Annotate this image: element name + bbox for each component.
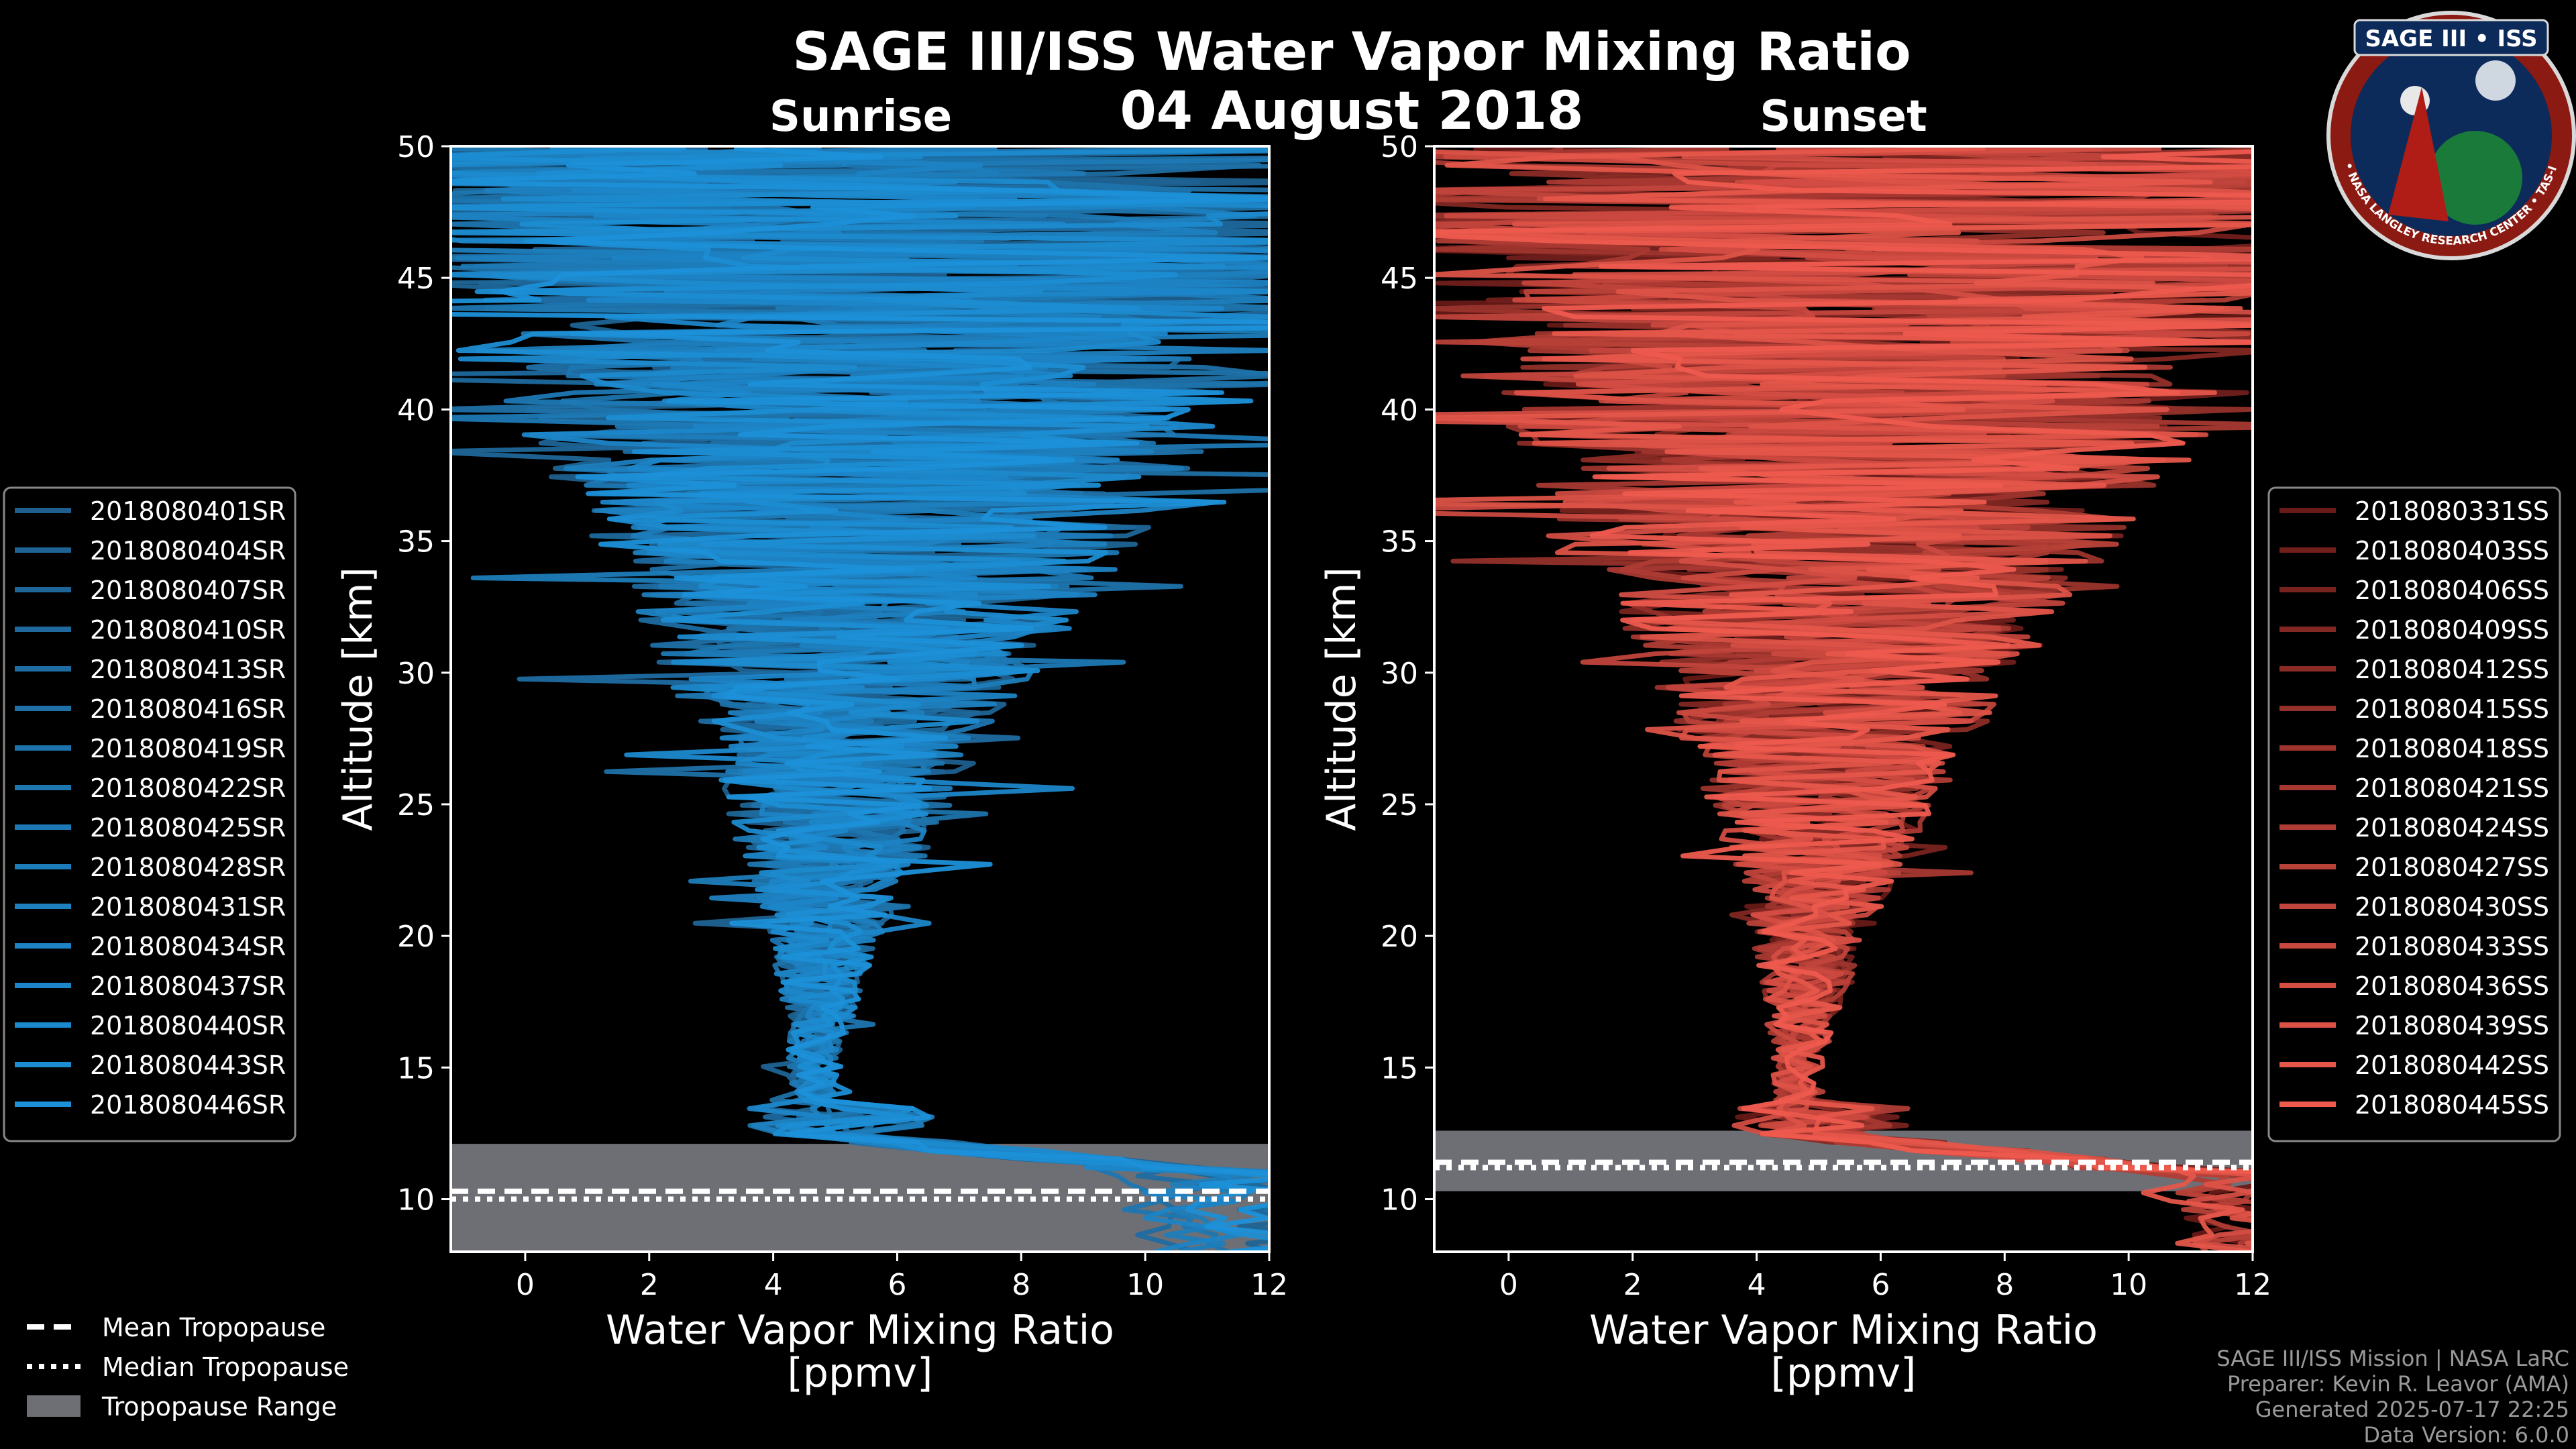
profile-line bbox=[1434, 149, 2253, 1175]
x-tick-label: 4 bbox=[764, 1268, 783, 1302]
y-tick-label: 25 bbox=[1381, 788, 1418, 822]
x-tick-label: 10 bbox=[2110, 1268, 2147, 1302]
y-tick-label: 25 bbox=[397, 788, 435, 822]
legend-label: 2018080425SR bbox=[90, 813, 286, 843]
y-axis-label: Altitude [km] bbox=[1318, 567, 1365, 831]
y-tick-label: 20 bbox=[397, 920, 435, 954]
x-tick-label: 10 bbox=[1126, 1268, 1164, 1302]
credit-line: Preparer: Kevin R. Leavor (AMA) bbox=[2227, 1371, 2569, 1397]
tropopause-legend: Mean Tropopause Median Tropopause Tropop… bbox=[27, 1313, 349, 1421]
x-tick-label: 0 bbox=[516, 1268, 535, 1302]
x-tick-label: 0 bbox=[1499, 1268, 1518, 1302]
credits: SAGE III/ISS Mission | NASA LaRC Prepare… bbox=[2216, 1346, 2569, 1448]
legend-label: 2018080446SR bbox=[90, 1090, 286, 1120]
legend-label: 2018080445SS bbox=[2355, 1090, 2549, 1120]
plot-frame bbox=[1433, 145, 2254, 1253]
mean-tropopause-label: Mean Tropopause bbox=[102, 1313, 325, 1342]
y-tick-label: 30 bbox=[397, 657, 435, 691]
legend-label: 2018080404SR bbox=[90, 536, 286, 566]
panel-title: Sunset bbox=[1760, 92, 1927, 142]
series-legend: 2018080331SS 2018080403SS 2018080406SS 2018… bbox=[2267, 486, 2561, 1142]
y-tick-label: 45 bbox=[1381, 262, 1418, 296]
legend-label: 2018080430SS bbox=[2355, 892, 2549, 922]
legend-label: 2018080427SS bbox=[2355, 853, 2549, 882]
panel-title: Sunrise bbox=[769, 92, 952, 142]
credit-line: Data Version: 6.0.0 bbox=[2363, 1422, 2569, 1448]
legend-label: 2018080406SS bbox=[2355, 576, 2549, 605]
y-tick-label: 10 bbox=[397, 1183, 435, 1218]
legend-label: 2018080443SR bbox=[90, 1051, 286, 1080]
credit-line: Generated 2025-07-17 22:25 bbox=[2255, 1397, 2569, 1422]
y-tick-label: 30 bbox=[1381, 657, 1418, 691]
legend-label: 2018080428SR bbox=[90, 853, 286, 882]
legend-label: 2018080419SR bbox=[90, 734, 286, 763]
chart-title: SAGE III/ISS Water Vapor Mixing Ratio bbox=[792, 22, 1911, 83]
legend-label: 2018080439SS bbox=[2355, 1011, 2549, 1040]
legend-label: 2018080424SS bbox=[2355, 813, 2549, 843]
plot-frame bbox=[449, 145, 1271, 1253]
legend-label: 2018080416SR bbox=[90, 694, 286, 724]
legend-label: 2018080413SR bbox=[90, 655, 286, 684]
credit-line: SAGE III/ISS Mission | NASA LaRC bbox=[2216, 1346, 2569, 1371]
tropopause-range-swatch bbox=[27, 1395, 80, 1417]
x-axis-label: Water Vapor Mixing Ratio bbox=[1589, 1307, 2098, 1354]
legend-label: 2018080422SR bbox=[90, 773, 286, 803]
legend-label: 2018080403SS bbox=[2355, 536, 2549, 566]
legend-label: 2018080431SR bbox=[90, 892, 286, 922]
x-tick-label: 4 bbox=[1748, 1268, 1766, 1302]
plot-area bbox=[1434, 146, 2253, 1252]
legend-label: 2018080440SR bbox=[90, 1011, 286, 1040]
y-tick-label: 15 bbox=[397, 1051, 435, 1085]
y-tick-label: 35 bbox=[1381, 525, 1418, 559]
legend-label: 2018080436SS bbox=[2355, 971, 2549, 1001]
y-tick-label: 50 bbox=[397, 130, 435, 164]
y-tick-label: 20 bbox=[1381, 920, 1418, 954]
legend-frame bbox=[3, 486, 297, 1142]
y-tick-label: 40 bbox=[1381, 393, 1418, 427]
legend-label: 2018080437SR bbox=[90, 971, 286, 1001]
x-tick-label: 6 bbox=[1871, 1268, 1890, 1302]
legend-label: 2018080412SS bbox=[2355, 655, 2549, 684]
x-tick-label: 12 bbox=[2234, 1268, 2271, 1302]
x-tick-label: 8 bbox=[1995, 1268, 2014, 1302]
legend-label: 2018080418SS bbox=[2355, 734, 2549, 763]
legend-label: 2018080407SR bbox=[90, 576, 286, 605]
x-axis-label: [ppmv] bbox=[788, 1350, 933, 1397]
median-tropopause-label: Median Tropopause bbox=[102, 1352, 349, 1382]
y-axis-label: Altitude [km] bbox=[335, 567, 382, 831]
plot-area bbox=[451, 146, 1269, 1252]
series-legend: 2018080401SR 2018080404SR 2018080407SR 2018… bbox=[3, 486, 297, 1142]
legend-label: 2018080410SR bbox=[90, 615, 286, 645]
y-tick-label: 50 bbox=[1381, 130, 1418, 164]
sunrise-panel: 0 2 4 6 8 10 12 10 15 20 25 30 35 40 45 50 Sunrise Water … bbox=[3, 92, 1288, 1397]
legend-label: 2018080442SS bbox=[2355, 1051, 2549, 1080]
y-tick-label: 40 bbox=[397, 393, 435, 427]
chart-date: 04 August 2018 bbox=[1120, 81, 1584, 142]
profile-line bbox=[451, 146, 1269, 1252]
legend-label: 2018080415SS bbox=[2355, 694, 2549, 724]
x-tick-label: 2 bbox=[1623, 1268, 1642, 1302]
logo-text: SAGE III • ISS bbox=[2365, 25, 2537, 52]
legend-label: 2018080331SS bbox=[2355, 496, 2549, 526]
y-tick-label: 45 bbox=[397, 262, 435, 296]
legend-frame bbox=[2267, 486, 2561, 1142]
legend-label: 2018080401SR bbox=[90, 496, 286, 526]
x-tick-label: 6 bbox=[888, 1268, 906, 1302]
legend-label: 2018080409SS bbox=[2355, 615, 2549, 645]
x-tick-label: 2 bbox=[640, 1268, 659, 1302]
y-tick-label: 15 bbox=[1381, 1051, 1418, 1085]
sunset-panel: 0 2 4 6 8 10 12 10 15 20 25 30 35 40 45 50 Sunset Water V… bbox=[1318, 92, 2561, 1397]
legend-label: 2018080433SS bbox=[2355, 932, 2549, 961]
legend-label: 2018080421SS bbox=[2355, 773, 2549, 803]
y-tick-label: 35 bbox=[397, 525, 435, 559]
x-tick-label: 8 bbox=[1012, 1268, 1030, 1302]
x-axis-label: [ppmv] bbox=[1771, 1350, 1917, 1397]
tropopause-range-label: Tropopause Range bbox=[101, 1392, 337, 1421]
profile-line bbox=[1434, 146, 2253, 1252]
legend-label: 2018080434SR bbox=[90, 932, 286, 961]
x-axis-label: Water Vapor Mixing Ratio bbox=[606, 1307, 1114, 1354]
y-tick-label: 10 bbox=[1381, 1183, 1418, 1218]
x-tick-label: 12 bbox=[1250, 1268, 1288, 1302]
